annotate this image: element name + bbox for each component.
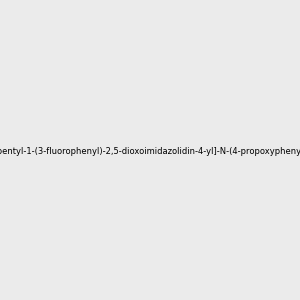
Text: 2-[3-cyclopentyl-1-(3-fluorophenyl)-2,5-dioxoimidazolidin-4-yl]-N-(4-propoxyphen: 2-[3-cyclopentyl-1-(3-fluorophenyl)-2,5-… [0, 147, 300, 156]
